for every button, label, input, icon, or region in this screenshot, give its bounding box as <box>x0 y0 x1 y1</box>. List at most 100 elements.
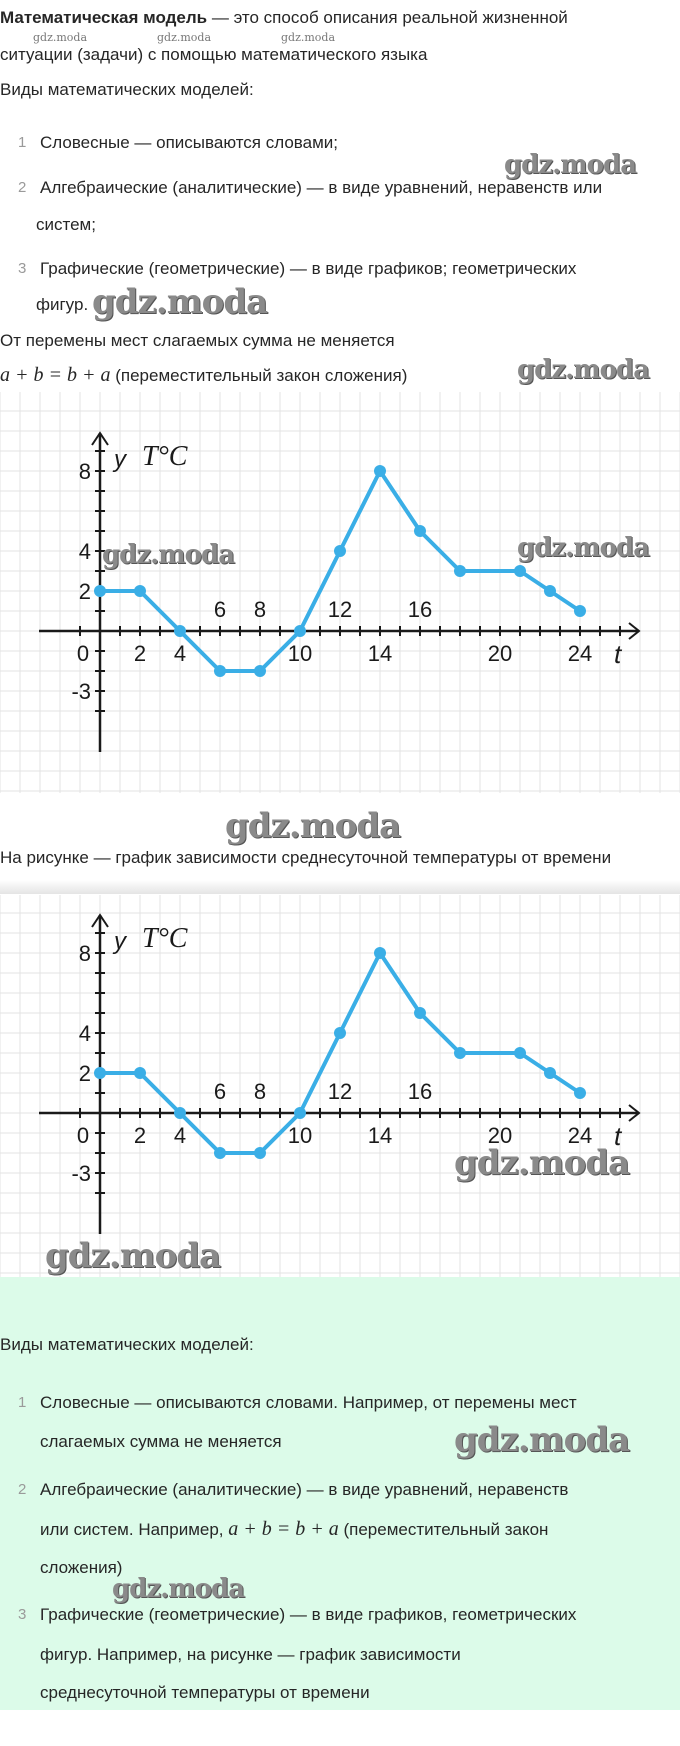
formula-note: (переместительный закон сложения) <box>110 366 408 385</box>
chart-caption: На рисунке — график зависимости среднесу… <box>0 848 612 867</box>
watermark: gdz.moda <box>517 533 650 563</box>
example-text: От перемены мест слагаемых сумма не меня… <box>0 331 395 350</box>
watermark: gdz.moda <box>225 806 401 846</box>
list-item-continuation: фигур. Например, на рисунке — график зав… <box>40 1645 461 1664</box>
list-item: Графические (геометрические) — в виде гр… <box>40 259 577 278</box>
x-tick-label: 8 <box>254 597 266 622</box>
y-axis-variable: y <box>112 928 128 955</box>
data-point <box>514 565 526 577</box>
list-number: 1 <box>18 134 27 151</box>
watermark: gdz.moda <box>454 1143 630 1183</box>
list-item-continuation: фигур. <box>36 295 89 314</box>
x-tick-label: 20 <box>488 1123 512 1148</box>
data-point <box>214 665 226 677</box>
list-item-continuation: среднесуточной температуры от времени <box>40 1683 370 1702</box>
y-tick-label: 4 <box>79 539 91 564</box>
x-tick-label: 10 <box>288 1123 312 1148</box>
y-axis-arrow-icon <box>91 431 109 446</box>
list-item: Словесные — описываются словами. Наприме… <box>40 1393 577 1412</box>
text: или систем. Например, <box>40 1520 229 1539</box>
watermark: gdz.moda <box>281 31 336 44</box>
definition-line-2: ситуации (задачи) с помощью математическ… <box>0 45 428 64</box>
data-point <box>174 625 186 637</box>
data-point <box>414 525 426 537</box>
data-point <box>334 1027 346 1039</box>
watermark: gdz.moda <box>454 1420 630 1460</box>
list-item: Словесные — описываются словами; <box>40 133 338 152</box>
data-point <box>334 545 346 557</box>
x-tick-label: 12 <box>328 597 352 622</box>
list-item: Алгебраические (аналитические) — в виде … <box>40 1480 569 1499</box>
list-number: 3 <box>18 1606 27 1623</box>
data-point <box>514 1047 526 1059</box>
x-tick-label: 0 <box>77 641 89 666</box>
data-point <box>294 625 306 637</box>
x-tick-label: 2 <box>134 641 146 666</box>
y-tick-label: -3 <box>71 679 91 704</box>
text: (переместительный закон <box>338 1520 549 1539</box>
list-number: 2 <box>18 179 27 196</box>
x-tick-label: 8 <box>254 1079 266 1104</box>
list-item-continuation: или систем. Например, a + b = b + a (пер… <box>40 1517 548 1541</box>
x-tick-label: 12 <box>328 1079 352 1104</box>
list-number: 3 <box>18 260 27 277</box>
data-point <box>454 565 466 577</box>
x-tick-label: 6 <box>214 597 226 622</box>
data-point <box>94 585 106 597</box>
data-point <box>254 665 266 677</box>
y-axis-label: T°C <box>142 441 188 472</box>
data-point <box>374 465 386 477</box>
y-axis-label: T°C <box>142 923 188 954</box>
x-tick-label: 14 <box>368 1123 392 1148</box>
list-item: Алгебраические (аналитические) — в виде … <box>40 178 603 197</box>
data-point <box>134 585 146 597</box>
data-point <box>414 1007 426 1019</box>
x-tick-label: 16 <box>408 597 432 622</box>
definition-text: — это способ описания реальной жизненной <box>207 8 568 27</box>
watermark: gdz.moda <box>112 1574 245 1604</box>
watermark: gdz.moda <box>504 150 637 180</box>
watermark: gdz.moda <box>517 355 650 385</box>
data-point <box>454 1047 466 1059</box>
list-number: 2 <box>18 1481 27 1498</box>
data-point <box>94 1067 106 1079</box>
data-point <box>134 1067 146 1079</box>
data-point <box>254 1147 266 1159</box>
x-tick-label: 24 <box>568 1123 592 1148</box>
x-tick-label: 16 <box>408 1079 432 1104</box>
data-point <box>544 585 556 597</box>
watermark: gdz.moda <box>45 1236 221 1276</box>
y-axis-arrow-icon <box>91 913 109 928</box>
data-point <box>374 947 386 959</box>
answer-section <box>0 1277 680 1710</box>
x-axis-arrow-icon <box>628 1104 641 1122</box>
formula-line: a + b = b + a (переместительный закон сл… <box>0 363 407 387</box>
types-heading: Виды математических моделей: <box>0 80 254 99</box>
divider <box>0 880 680 894</box>
x-tick-label: 6 <box>214 1079 226 1104</box>
x-tick-label: 0 <box>77 1123 89 1148</box>
list-item: Графические (геометрические) — в виде гр… <box>40 1605 577 1624</box>
y-tick-label: 2 <box>79 1061 91 1086</box>
watermark: gdz.moda <box>33 31 88 44</box>
y-tick-label: 8 <box>79 941 91 966</box>
formula: a + b = b + a <box>0 364 111 386</box>
x-axis-label: t <box>614 639 623 669</box>
formula: a + b = b + a <box>228 1518 339 1540</box>
x-tick-label: 4 <box>174 1123 186 1148</box>
x-tick-label: 2 <box>134 1123 146 1148</box>
data-point <box>214 1147 226 1159</box>
watermark: gdz.moda <box>157 31 212 44</box>
x-tick-label: 4 <box>174 641 186 666</box>
x-axis-label: t <box>614 1121 623 1151</box>
watermark: gdz.moda <box>92 282 268 322</box>
x-tick-label: 20 <box>488 641 512 666</box>
data-point <box>574 605 586 617</box>
y-tick-label: 8 <box>79 459 91 484</box>
x-tick-label: 24 <box>568 641 592 666</box>
answer-heading: Виды математических моделей: <box>0 1335 254 1354</box>
term: Математическая модель <box>0 8 208 27</box>
data-point <box>294 1107 306 1119</box>
data-point <box>174 1107 186 1119</box>
